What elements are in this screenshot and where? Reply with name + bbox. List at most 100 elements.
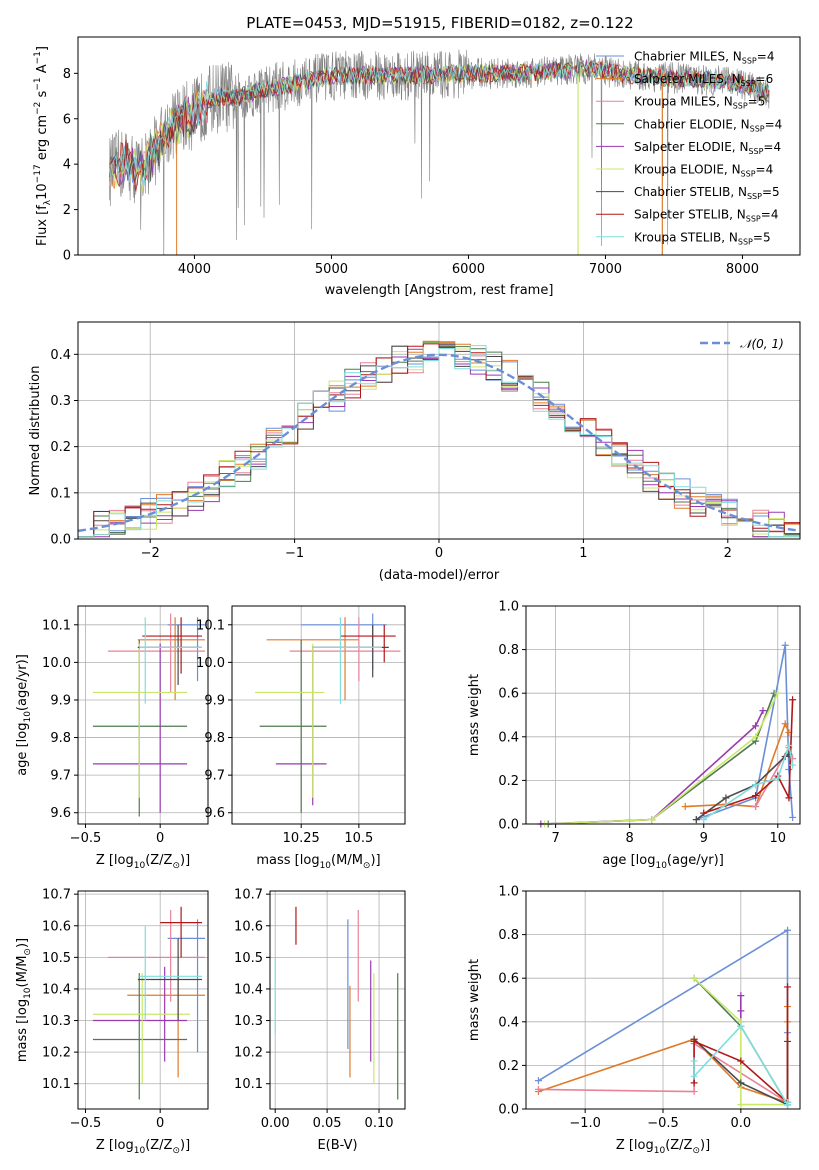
- y-tick-label: 1.0: [498, 600, 519, 615]
- plot-area: [537, 641, 797, 828]
- model-line-kroupa-stelib: [109, 59, 770, 186]
- label-part: ⊙: [23, 948, 33, 956]
- axes-frame: [77, 605, 209, 825]
- x-tick-label: 5000: [315, 262, 348, 277]
- data-point: [700, 816, 708, 824]
- nssp-sub: SSP: [738, 237, 753, 246]
- axes-frame: [77, 890, 209, 1110]
- label-part: 10: [134, 861, 146, 871]
- legend-separator: ,: [725, 50, 733, 64]
- nssp-sub: SSP: [748, 147, 763, 156]
- histogram-salpeter-stelib: [78, 343, 800, 539]
- x-axis-label: (data-model)/error: [379, 568, 500, 583]
- legend-entry: Kroupa STELIB, NSSP=5: [634, 230, 771, 246]
- label-part: λ: [43, 199, 53, 205]
- series-line-salpeter-stelib: [703, 699, 794, 814]
- label-part: Z [log: [616, 1138, 654, 1153]
- panel-age-vs-Z: −0.5 09.69.79.89.910.010.1Z [log10(Z/Z⊙)]…: [15, 605, 209, 871]
- data-point: [774, 689, 782, 697]
- label-part: (Z/Z: [145, 853, 172, 868]
- y-tick-label: 1.0: [498, 885, 519, 900]
- legend-separator: ,: [724, 72, 732, 86]
- axes-frame: [525, 605, 801, 825]
- label-part: ⊙: [172, 861, 180, 871]
- label-part: ]: [35, 46, 50, 51]
- series-line-kroupa-elodie: [544, 692, 779, 825]
- model-line-kroupa-miles: [109, 61, 770, 193]
- label-part: Z [log: [96, 1138, 134, 1153]
- nssp-equals: =: [761, 208, 771, 222]
- legend-separator: ,: [721, 230, 729, 244]
- nssp-value: 4: [775, 117, 783, 131]
- x-axis-label: age [log10(age/yr)]: [602, 853, 724, 871]
- data-point: [752, 722, 760, 730]
- legend-separator: ,: [716, 95, 724, 109]
- legend-name: Kroupa STELIB: [634, 230, 721, 244]
- crosses-age-vs-mass: [255, 613, 401, 813]
- axes-frame: [231, 605, 406, 825]
- legend-separator: ,: [732, 140, 740, 154]
- y-tick-label: 10.7: [42, 888, 71, 903]
- label-part: s: [35, 90, 50, 101]
- data-point: [784, 983, 792, 991]
- data-point: [534, 1085, 542, 1093]
- data-point: [690, 1079, 698, 1087]
- x-axis-label: E(B-V): [317, 1138, 357, 1153]
- nssp-value: 4: [766, 163, 774, 177]
- nssp-value: 4: [771, 208, 779, 222]
- panel-age-vs-mass: 10.25 10.5 9.6 9.7 9.8 9.9 10.0 10.1 mass [log10…: [196, 605, 406, 871]
- y-axis-label: Flux [fλ10−17 erg cm−2 s−1 A−1]: [33, 46, 53, 246]
- crosses-age-vs-Z: [92, 613, 206, 817]
- y-tick-label: 9.7: [50, 769, 71, 784]
- x-tick-label: 9: [700, 831, 708, 846]
- y-tick-label: 10.3: [234, 1014, 263, 1029]
- legend-separator: ,: [729, 208, 737, 222]
- data-point: [774, 774, 782, 782]
- x-tick-label: 7000: [589, 262, 622, 277]
- nssp-label: N: [738, 185, 747, 199]
- data-point: [789, 696, 797, 704]
- figure-title: PLATE=0453, MJD=51915, FIBERID=0182, z=0…: [246, 14, 633, 32]
- legend-entry: Kroupa MILES, NSSP=5: [634, 95, 765, 111]
- x-tick-label: 2: [724, 546, 732, 561]
- series-line-chabrier-stelib: [695, 753, 790, 821]
- data-point: [737, 1007, 745, 1015]
- label-part: −17: [33, 164, 43, 183]
- plot-area: [534, 926, 792, 1109]
- label-part: mass weight: [467, 959, 482, 1041]
- data-point: [534, 1077, 542, 1085]
- y-tick-label: 10.1: [234, 1077, 263, 1092]
- x-tick-label: 10: [770, 831, 787, 846]
- data-point: [690, 1037, 698, 1045]
- nssp-sub: SSP: [733, 102, 748, 111]
- label-part: 10: [35, 183, 50, 200]
- y-axis-label: mass [log10(M/M⊙)]: [15, 938, 33, 1062]
- x-tick-label: 7: [551, 831, 559, 846]
- x-tick-label: 4000: [178, 262, 211, 277]
- nssp-label: N: [732, 72, 741, 86]
- legend-entry: Kroupa ELODIE, NSSP=4: [634, 163, 773, 179]
- label-part: mass [log: [15, 999, 30, 1062]
- label-part: −1: [33, 51, 43, 64]
- data-point: [752, 781, 760, 789]
- y-tick-label: 10.2: [234, 1046, 263, 1061]
- label-part: ⊙: [363, 861, 371, 871]
- x-axis-label: wavelength [Angstrom, rest frame]: [325, 283, 554, 298]
- normal-reference-curve: [78, 353, 800, 533]
- y-tick-label: 10.0: [42, 656, 71, 671]
- legend-entry: 𝒩(0, 1): [740, 337, 784, 351]
- label-part: )]: [180, 853, 190, 868]
- nssp-equals: =: [756, 72, 766, 86]
- nssp-label: N: [741, 117, 750, 131]
- y-tick-label: 0.0: [50, 533, 71, 548]
- label-part: erg cm: [35, 115, 50, 164]
- y-tick-label: 9.8: [50, 731, 71, 746]
- label-part: 10: [23, 987, 33, 999]
- legend-entry: Salpeter ELODIE, NSSP=4: [634, 140, 781, 156]
- label-part: )]: [180, 1138, 190, 1153]
- x-tick-label: 0.05: [313, 1116, 342, 1131]
- data-point: [690, 974, 698, 982]
- x-tick-label: 1: [579, 546, 587, 561]
- y-tick-label: 10.4: [234, 982, 263, 997]
